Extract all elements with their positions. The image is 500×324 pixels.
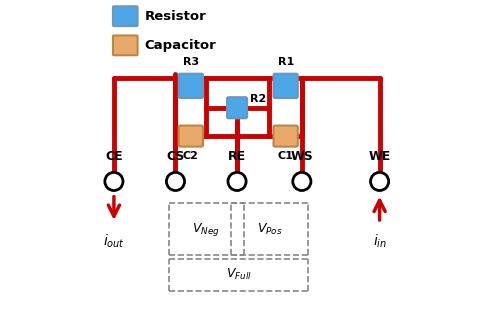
Text: CE: CE: [105, 150, 122, 163]
FancyBboxPatch shape: [113, 6, 138, 26]
Text: C2: C2: [183, 152, 199, 161]
Text: Resistor: Resistor: [144, 10, 206, 23]
Circle shape: [293, 172, 311, 191]
Text: WE: WE: [368, 150, 390, 163]
FancyBboxPatch shape: [274, 74, 298, 98]
Text: Capacitor: Capacitor: [144, 39, 216, 52]
Text: $i_{in}$: $i_{in}$: [372, 233, 386, 250]
Text: R1: R1: [278, 57, 294, 67]
Text: C1: C1: [278, 152, 293, 161]
Circle shape: [370, 172, 388, 191]
Text: RE: RE: [228, 150, 246, 163]
FancyBboxPatch shape: [227, 97, 247, 118]
Circle shape: [166, 172, 184, 191]
FancyBboxPatch shape: [113, 35, 138, 55]
Circle shape: [228, 172, 246, 191]
Text: R2: R2: [250, 95, 266, 105]
Text: $V_{Full}$: $V_{Full}$: [226, 267, 252, 282]
Circle shape: [105, 172, 123, 191]
Text: CS: CS: [166, 150, 184, 163]
Text: $i_{out}$: $i_{out}$: [103, 233, 125, 250]
FancyBboxPatch shape: [178, 74, 203, 98]
Text: WS: WS: [290, 150, 313, 163]
FancyBboxPatch shape: [178, 125, 203, 147]
Text: $V_{Pos}$: $V_{Pos}$: [256, 222, 282, 237]
Text: R3: R3: [183, 57, 199, 67]
FancyBboxPatch shape: [274, 125, 298, 147]
Text: $V_{Neg}$: $V_{Neg}$: [192, 221, 220, 238]
